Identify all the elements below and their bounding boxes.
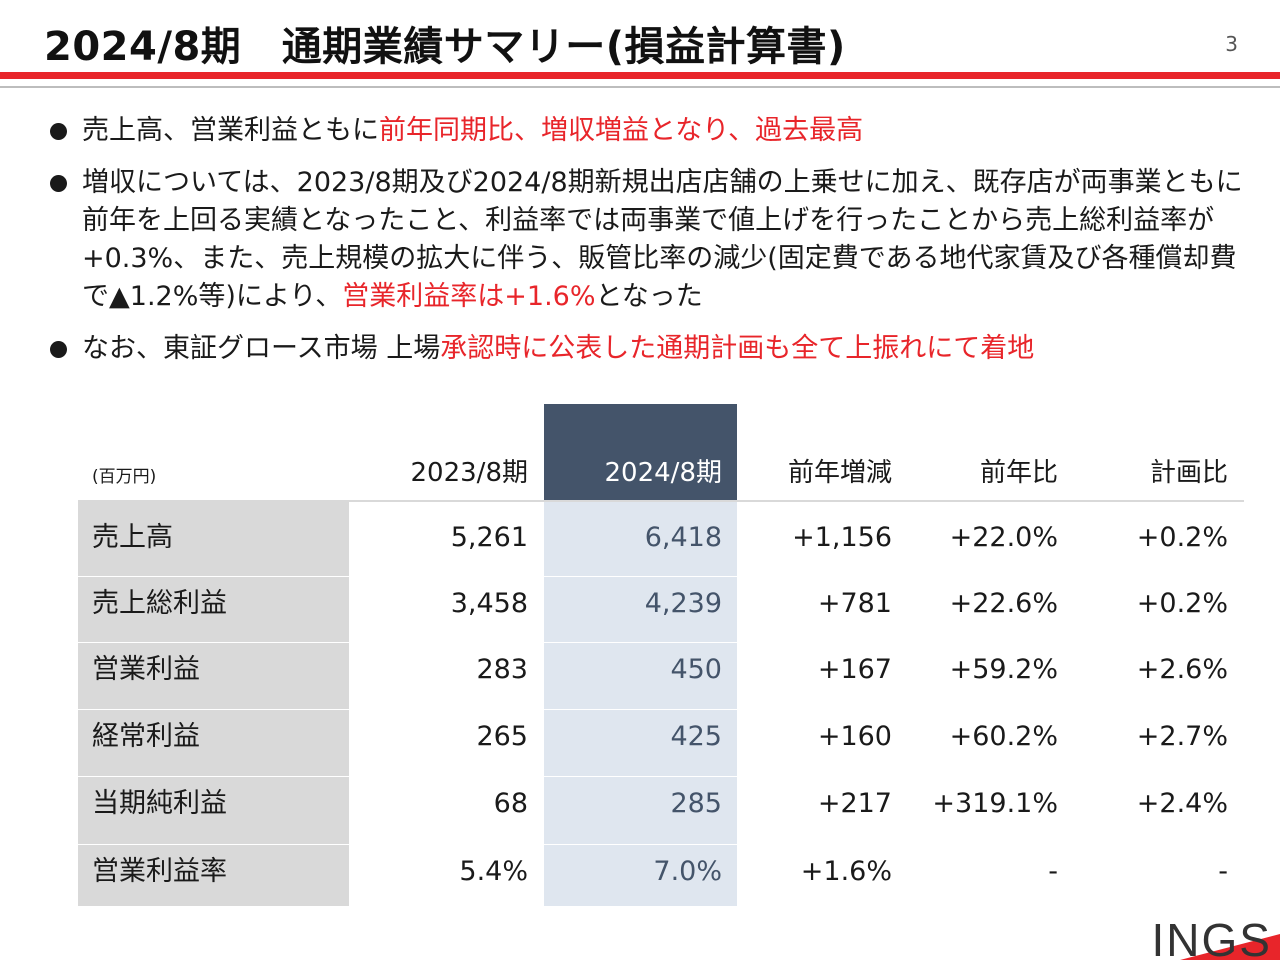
bullet-highlight-text: 前年同期比、増収増益となり、過去最高 [379, 115, 864, 146]
table-cell: +1.6% [800, 856, 892, 887]
table-cell: 5.4% [459, 856, 528, 887]
bullet-highlight-text: 承認時に公表した通期計画も全て上振れにて着地 [440, 333, 1035, 364]
summary-bullet-list: 売上高、営業利益ともに前年同期比、増収増益となり、過去最高 増収については、20… [50, 112, 1250, 382]
row-divider [78, 844, 1244, 845]
column-header-2: 2024/8期 [604, 458, 722, 488]
column-header-3: 前年増減 [787, 458, 892, 488]
row-label-background [78, 500, 349, 906]
table-cell: 425 [670, 721, 722, 752]
table-cell: +60.2% [949, 721, 1058, 752]
title-underline-gray [0, 86, 1280, 88]
table-cell: +0.2% [1136, 522, 1228, 553]
table-cell: 4,239 [644, 588, 722, 619]
table-cell: +22.0% [949, 522, 1058, 553]
bullet-dot-icon [50, 341, 67, 358]
bullet-dot-icon [50, 175, 67, 192]
table-cell: - [1218, 856, 1228, 887]
bullet-item-3: なお、東証グロース市場 上場承認時に公表した通期計画も全て上振れにて着地 [50, 330, 1250, 368]
bullet-item-1: 売上高、営業利益ともに前年同期比、増収増益となり、過去最高 [50, 112, 1250, 150]
page-title: 2024/8期 通期業績サマリー(損益計算書) [44, 24, 846, 70]
table-cell: +22.6% [949, 588, 1058, 619]
table-cell: +167 [817, 654, 892, 685]
bullet-highlight-text: 営業利益率は+1.6% [342, 281, 596, 312]
column-header-4: 前年比 [979, 458, 1058, 488]
table-cell: +217 [817, 788, 892, 819]
page-number: 3 [1225, 32, 1238, 56]
row-divider [78, 576, 1244, 577]
table-cell: 7.0% [653, 856, 722, 887]
table-cell: 68 [493, 788, 528, 819]
row-divider [78, 776, 1244, 777]
row-divider [78, 642, 1244, 643]
bullet-text: 増収については、2023/8期及び2024/8期新規出店店舗の上乗せに加え、既存… [82, 167, 1243, 312]
current-period-header-background [544, 404, 737, 500]
ings-logo: INGS [1152, 914, 1280, 960]
table-cell: 3,458 [450, 588, 528, 619]
bullet-text: 売上高、営業利益ともに [82, 115, 379, 146]
table-cell: +1,156 [792, 522, 892, 553]
table-cell: +0.2% [1136, 588, 1228, 619]
table-cell: +160 [817, 721, 892, 752]
table-cell: +2.7% [1136, 721, 1228, 752]
table-cell: 5,261 [450, 522, 528, 553]
row-divider [78, 709, 1244, 710]
table-cell: 265 [476, 721, 528, 752]
bullet-dot-icon [50, 123, 67, 140]
table-cell: - [1048, 856, 1058, 887]
row-label: 経常利益 [92, 721, 200, 752]
table-cell: +2.6% [1136, 654, 1228, 685]
bullet-text: なお、東証グロース市場 上場 [82, 333, 441, 364]
row-label: 営業利益率 [92, 856, 227, 887]
row-label: 営業利益 [92, 654, 200, 685]
income-statement-table: (百万円) 2023/8期 2024/8期 前年増減 前年比 計画比売上高 5,261 6,… [78, 404, 1244, 906]
bullet-text: となった [595, 281, 703, 312]
logo-text: INGS [1152, 914, 1272, 960]
table-header-divider [78, 500, 1244, 502]
table-cell: 283 [476, 654, 528, 685]
title-underline-red [0, 72, 1280, 79]
current-period-column-highlight [544, 404, 737, 906]
table-cell: +319.1% [932, 788, 1058, 819]
row-label: 売上総利益 [92, 588, 227, 619]
row-label: 売上高 [92, 522, 173, 553]
table-cell: +59.2% [949, 654, 1058, 685]
table-cell: 450 [670, 654, 722, 685]
table-cell: 285 [670, 788, 722, 819]
column-header-5: 計画比 [1149, 458, 1228, 488]
bullet-item-2: 増収については、2023/8期及び2024/8期新規出店店舗の上乗せに加え、既存… [50, 164, 1250, 316]
row-label: 当期純利益 [92, 788, 227, 819]
table-cell: +781 [817, 588, 892, 619]
table-cell: +2.4% [1136, 788, 1228, 819]
column-header-1: 2023/8期 [410, 458, 528, 488]
table-unit-label: (百万円) [92, 467, 157, 487]
table-cell: 6,418 [644, 522, 722, 553]
